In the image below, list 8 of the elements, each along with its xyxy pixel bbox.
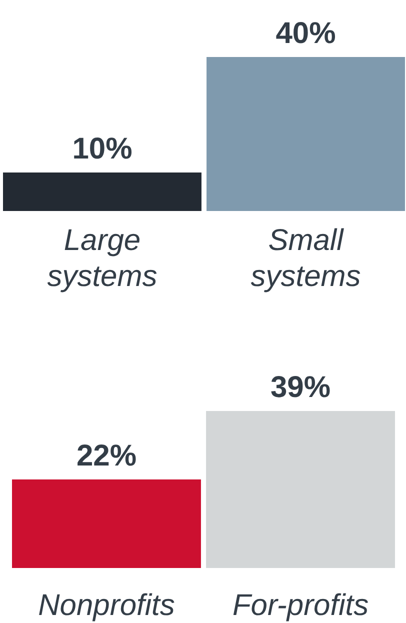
x-tick-label: Large systems (47, 224, 158, 293)
data-label: 39% (270, 371, 331, 404)
data-label: 22% (76, 439, 137, 472)
x-tick-label: Small systems (250, 224, 361, 293)
data-label: 40% (276, 17, 336, 50)
x-tick-label: For-profits (232, 589, 369, 622)
data-label: 10% (72, 132, 132, 166)
x-tick-label: Nonprofits (38, 589, 175, 622)
